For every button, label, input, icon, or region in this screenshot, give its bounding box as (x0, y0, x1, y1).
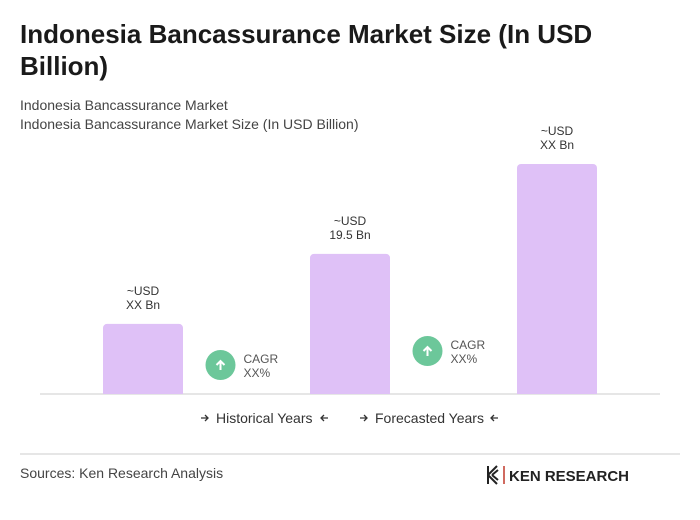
bar (103, 323, 183, 394)
value-label: ~USD (334, 214, 367, 228)
arrow (320, 414, 328, 422)
chart-title: Indonesia Bancassurance Market Size (In … (20, 19, 593, 81)
source: Sources: Ken Research Analysis (20, 465, 223, 481)
subtitle: Indonesia Bancassurance Market (20, 97, 228, 113)
bar (517, 164, 597, 394)
cagr-label: XX% (244, 366, 271, 380)
value-label: 19.5 Bn (329, 228, 370, 242)
value-label: XX Bn (540, 138, 574, 152)
cagr-arrow (215, 359, 226, 370)
bar-foot (103, 390, 183, 394)
value-label: ~USD (541, 124, 574, 138)
value-label: XX Bn (126, 298, 160, 312)
arrow (201, 414, 209, 422)
legend-historical: Historical Years (201, 410, 328, 426)
value-label: ~USD (127, 284, 160, 298)
bar-foot (517, 390, 597, 394)
cagr-label: CAGR (244, 352, 279, 366)
logo-text: KEN RESEARCH (509, 468, 629, 485)
bar (310, 253, 390, 394)
arrow (490, 414, 498, 422)
period-label: Historical Years (216, 410, 313, 426)
cagr-label: CAGR (451, 338, 486, 352)
bar-foot (310, 390, 390, 394)
cagr-label: XX% (451, 352, 478, 366)
arrow (360, 414, 368, 422)
subtitle: Indonesia Bancassurance Market Size (In … (20, 116, 359, 132)
legend-forecast: Forecasted Years (360, 410, 498, 426)
logo: KEN RESEARCH (487, 465, 629, 485)
cagr-arrow (422, 345, 433, 356)
period-label: Forecasted Years (375, 410, 484, 426)
logo-icon (487, 465, 499, 485)
